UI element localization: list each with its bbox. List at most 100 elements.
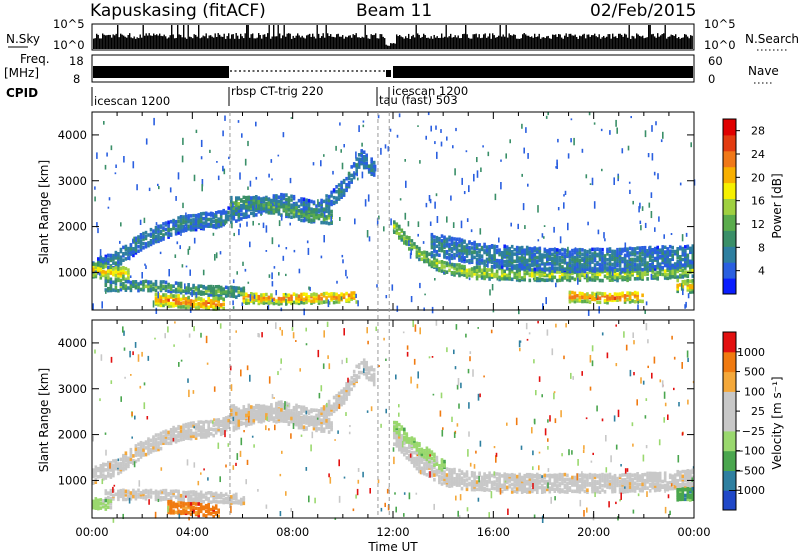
velocity-echo-cell bbox=[425, 462, 429, 467]
power-echo-cell bbox=[317, 296, 321, 301]
power-echo-cell bbox=[548, 251, 552, 256]
velocity-echo-cell bbox=[510, 477, 514, 482]
power-noise-speck bbox=[247, 186, 249, 190]
power-noise-speck bbox=[104, 256, 107, 263]
power-echo-cell bbox=[558, 248, 562, 253]
power-echo-cell bbox=[616, 295, 619, 300]
power-echo-cell bbox=[453, 252, 456, 257]
velocity-echo-cell bbox=[94, 470, 98, 474]
power-echo-cell bbox=[689, 268, 692, 272]
velocity-echo-cell bbox=[450, 476, 454, 480]
power-echo-cell bbox=[633, 299, 637, 304]
power-noise-speck bbox=[231, 222, 233, 229]
power-echo-cell bbox=[689, 250, 692, 255]
velocity-echo-cell bbox=[245, 418, 248, 423]
power-echo-cell bbox=[588, 266, 592, 270]
velocity-echo-cell bbox=[179, 429, 183, 433]
power-noise-speck bbox=[563, 202, 565, 209]
power-echo-cell bbox=[520, 267, 524, 271]
velocity-echo-cell bbox=[357, 370, 361, 375]
power-echo-cell bbox=[232, 288, 236, 293]
velocity-echo-cell bbox=[345, 384, 348, 389]
velocity-echo-cell bbox=[167, 436, 170, 441]
velocity-echo-cell bbox=[438, 480, 441, 485]
velocity-echo-cell bbox=[275, 406, 278, 411]
power-echo-cell bbox=[586, 292, 589, 296]
power-echo-cell bbox=[204, 211, 208, 216]
power-echo-cell bbox=[109, 286, 113, 291]
power-echo-cell bbox=[255, 298, 258, 302]
power-noise-speck bbox=[361, 154, 363, 161]
velocity-echo-cell bbox=[405, 449, 409, 453]
power-echo-cell bbox=[177, 297, 180, 301]
power-echo-cell bbox=[591, 247, 594, 252]
power-echo-cell bbox=[508, 271, 511, 276]
power-noise-speck bbox=[215, 221, 218, 224]
power-echo-cell bbox=[453, 241, 456, 245]
power-noise-speck bbox=[181, 264, 184, 268]
power-echo-cell bbox=[245, 195, 248, 200]
power-echo-cell bbox=[673, 269, 677, 274]
power-echo-cell bbox=[122, 252, 125, 256]
power-echo-cell bbox=[576, 272, 579, 277]
power-noise-speck bbox=[613, 177, 615, 185]
velocity-echo-cell bbox=[262, 415, 266, 419]
power-echo-cell bbox=[515, 272, 519, 276]
power-noise-speck bbox=[298, 268, 301, 274]
power-echo-cell bbox=[510, 264, 514, 268]
nsky-trace-bar bbox=[556, 36, 558, 49]
power-echo-cell bbox=[588, 263, 592, 267]
velocity-echo-cell bbox=[310, 422, 313, 427]
power-echo-cell bbox=[194, 218, 198, 222]
velocity-echo-cell bbox=[365, 375, 368, 380]
power-noise-speck bbox=[155, 222, 158, 226]
nsky-trace-bar bbox=[108, 34, 110, 49]
power-echo-cell bbox=[184, 288, 188, 293]
velocity-echo-cell bbox=[214, 421, 218, 425]
power-echo-cell bbox=[531, 252, 534, 257]
power-echo-cell bbox=[571, 298, 574, 303]
power-echo-cell bbox=[588, 256, 592, 261]
power-noise-speck bbox=[343, 144, 345, 148]
velocity-echo-cell bbox=[330, 408, 333, 412]
nsky-trace-bar bbox=[247, 25, 249, 49]
power-echo-cell bbox=[538, 263, 542, 267]
power-echo-cell bbox=[676, 249, 679, 253]
velocity-echo-cell bbox=[305, 415, 308, 419]
velocity-echo-cell bbox=[448, 481, 451, 485]
velocity-echo-cell bbox=[187, 434, 190, 438]
power-echo-cell bbox=[310, 207, 313, 211]
velocity-echo-cell bbox=[179, 425, 183, 430]
nsky-trace-bar bbox=[537, 36, 539, 49]
power-echo-cell bbox=[676, 287, 679, 291]
power-echo-cell bbox=[684, 272, 687, 277]
power-echo-cell bbox=[104, 279, 108, 283]
nsky-trace-bar bbox=[562, 38, 564, 49]
power-echo-cell bbox=[352, 162, 356, 166]
power-echo-cell bbox=[317, 216, 321, 221]
power-echo-cell bbox=[631, 262, 634, 267]
velocity-echo-cell bbox=[488, 474, 491, 478]
power-noise-speck bbox=[482, 145, 484, 148]
power-echo-cell bbox=[478, 253, 481, 257]
power-echo-cell bbox=[209, 224, 213, 228]
power-echo-cell bbox=[603, 260, 607, 265]
power-echo-cell bbox=[250, 202, 253, 206]
power-noise-speck bbox=[390, 218, 392, 226]
velocity-echo-cell bbox=[189, 431, 193, 436]
power-echo-cell bbox=[162, 237, 165, 241]
power-echo-cell bbox=[184, 305, 188, 310]
power-echo-cell bbox=[277, 302, 281, 306]
power-echo-cell bbox=[505, 262, 509, 266]
power-noise-speck bbox=[108, 197, 111, 201]
power-echo-cell bbox=[199, 284, 203, 288]
power-echo-cell bbox=[653, 265, 657, 269]
nsky-trace-bar bbox=[295, 35, 297, 49]
velocity-echo-cell bbox=[224, 419, 228, 423]
power-echo-cell bbox=[483, 268, 486, 272]
power-echo-cell bbox=[658, 254, 662, 258]
power-noise-speck bbox=[280, 214, 283, 221]
power-echo-cell bbox=[548, 262, 552, 266]
nsky-trace-bar bbox=[391, 43, 393, 49]
